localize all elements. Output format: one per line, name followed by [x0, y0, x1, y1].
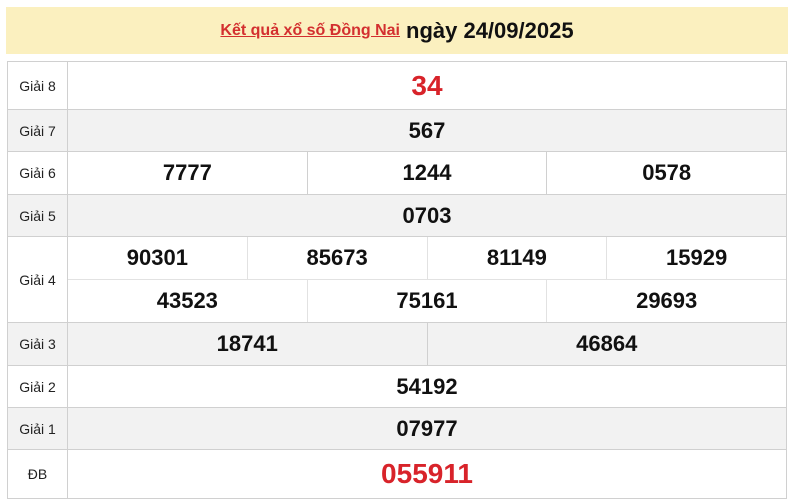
prize-value: 1244 — [306, 152, 547, 194]
prize-value: 90301 — [126, 245, 188, 270]
prize-label: ĐB — [7, 449, 68, 499]
prize-label: Giải 6 — [7, 151, 68, 195]
prize-row-g1: Giải 1 07977 — [7, 407, 787, 450]
prize-label: Giải 8 — [7, 61, 68, 110]
prize-value: 7777 — [162, 160, 212, 185]
prize-row-g6: Giải 6 7777 1244 0578 — [7, 151, 787, 195]
prize-label: Giải 3 — [7, 322, 68, 366]
prize-value: 43523 — [156, 288, 218, 313]
prize-label: Giải 5 — [7, 194, 68, 237]
prize-value: 567 — [67, 109, 787, 152]
prize-value: 07977 — [67, 407, 787, 450]
prize-value: 18741 — [216, 331, 278, 356]
prize-label: Giải 4 — [7, 236, 68, 323]
prize-row-g3: Giải 3 18741 46864 — [7, 322, 787, 366]
prize-value: 29693 — [546, 280, 786, 322]
prize-value: 46864 — [426, 323, 787, 365]
prize-value: 54192 — [67, 365, 787, 408]
prize-row-g5: Giải 5 0703 — [7, 194, 787, 237]
prize-label: Giải 1 — [7, 407, 68, 450]
results-header: Kết quả xổ số Đồng Nai ngày 24/09/2025 — [6, 7, 788, 54]
prize-value: 75161 — [306, 280, 547, 322]
prize-label: Giải 2 — [7, 365, 68, 408]
prize-row-g8: Giải 8 34 — [7, 61, 787, 110]
province-results-link[interactable]: Kết quả xổ số Đồng Nai — [220, 21, 400, 39]
prize-row-g2: Giải 2 54192 — [7, 365, 787, 408]
results-table: Giải 8 34 Giải 7 567 Giải 6 7777 1244 05… — [7, 61, 787, 499]
prize-row-g7: Giải 7 567 — [7, 109, 787, 152]
prize-row-g4: Giải 4 90301 85673 81149 15929 43523 751… — [7, 236, 787, 323]
special-prize-value: 055911 — [67, 449, 787, 499]
prize-value: 0703 — [67, 194, 787, 237]
prize-row-special: ĐB 055911 — [7, 449, 787, 499]
prize-value: 0578 — [546, 152, 786, 194]
prize-value: 15929 — [606, 237, 786, 279]
draw-date: ngày 24/09/2025 — [406, 17, 574, 43]
prize-label: Giải 7 — [7, 109, 68, 152]
prize-value: 85673 — [246, 237, 427, 279]
prize-value: 34 — [67, 61, 787, 110]
prize-value: 81149 — [426, 237, 607, 279]
